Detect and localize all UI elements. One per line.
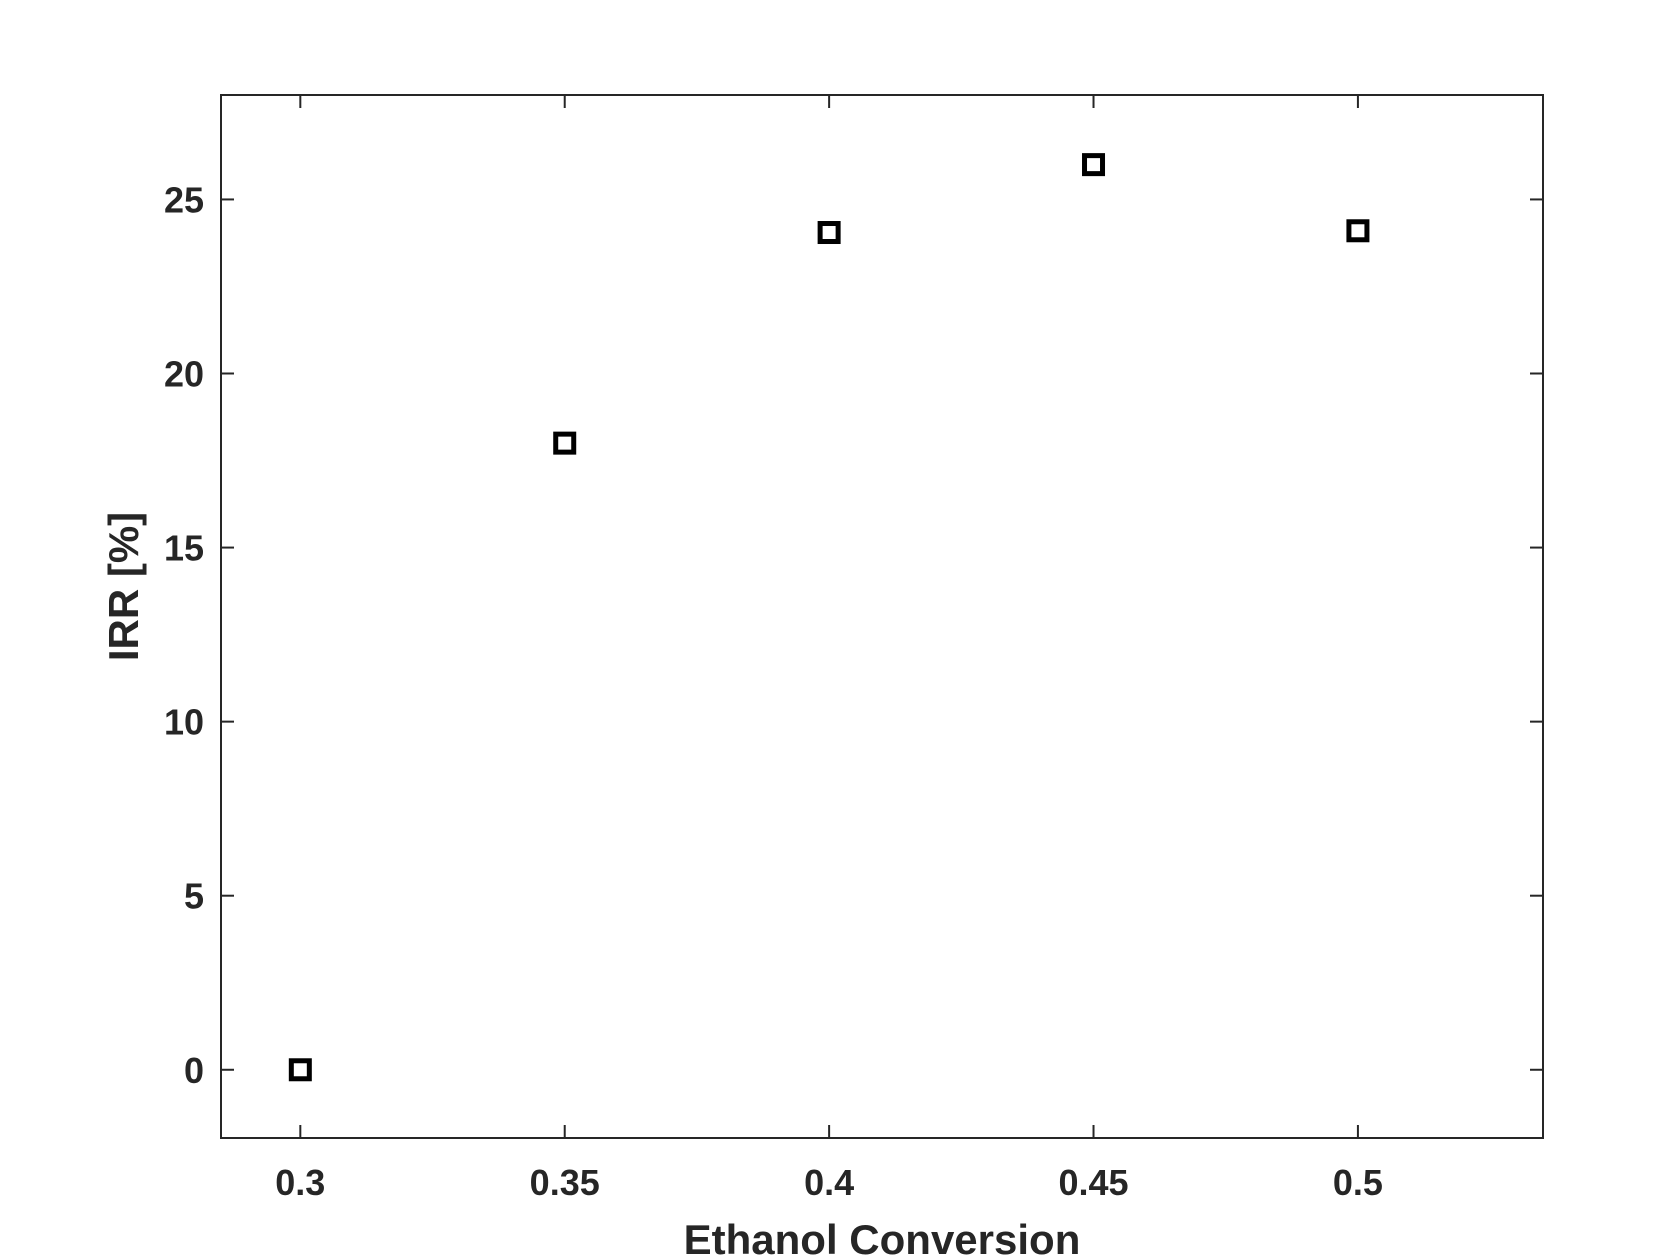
data-point <box>1346 219 1370 243</box>
x-tick-label: 0.35 <box>530 1162 600 1203</box>
data-points <box>288 153 1370 1082</box>
x-tick-label: 0.4 <box>804 1162 854 1203</box>
y-tick-label: 15 <box>164 528 204 569</box>
y-axis-tick-labels: 0 5 10 15 20 25 <box>164 179 204 1090</box>
plot-area-frame <box>220 94 1544 1139</box>
y-tick-label: 5 <box>184 876 204 917</box>
y-tick-label: 10 <box>164 702 204 743</box>
x-tick-label: 0.3 <box>275 1162 325 1203</box>
x-axis-tick-labels: 0.3 0.35 0.4 0.45 0.5 <box>275 1162 1383 1203</box>
data-point <box>288 1058 312 1082</box>
data-point <box>553 431 577 455</box>
x-tick-label: 0.5 <box>1333 1162 1383 1203</box>
data-point <box>817 221 841 245</box>
y-tick-label: 20 <box>164 354 204 395</box>
data-point <box>1082 153 1106 177</box>
y-tick-label: 25 <box>164 179 204 220</box>
x-axis-title: Ethanol Conversion <box>684 1216 1081 1260</box>
y-tick-label: 0 <box>184 1050 204 1091</box>
y-axis-title: IRR [%] <box>100 512 147 661</box>
axis-ticks <box>221 95 1543 1138</box>
x-tick-label: 0.45 <box>1058 1162 1128 1203</box>
